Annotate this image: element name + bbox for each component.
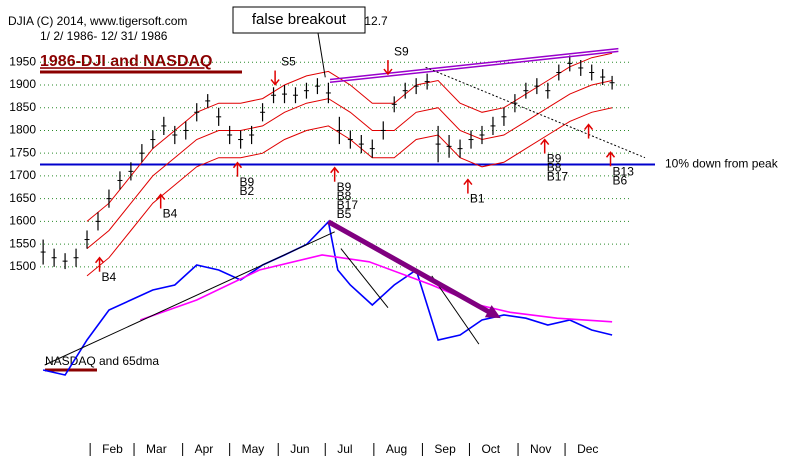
signal-label: B8 bbox=[337, 189, 352, 203]
y-tick-label: 1600 bbox=[9, 214, 36, 228]
x-tick-label: Mar bbox=[146, 442, 167, 456]
trendline bbox=[329, 50, 619, 84]
signal-label: B17 bbox=[547, 170, 569, 184]
signal-arrow-head bbox=[94, 256, 105, 264]
signal-label: B8 bbox=[547, 161, 562, 175]
series-line bbox=[140, 254, 613, 323]
series-line bbox=[42, 220, 613, 376]
x-tick-label: Nov bbox=[530, 442, 551, 456]
x-tick-label: Feb bbox=[102, 442, 123, 456]
signal-label: B5 bbox=[337, 207, 352, 221]
signal-arrow-head bbox=[156, 193, 166, 201]
y-tick-label: 1900 bbox=[9, 77, 36, 91]
signal-label: B9 bbox=[547, 152, 562, 166]
trendline bbox=[425, 66, 646, 159]
signal-label: B2 bbox=[239, 184, 254, 198]
x-tick-label: Apr bbox=[195, 442, 214, 456]
signal-label: B4 bbox=[102, 270, 117, 284]
x-tick-label: Dec bbox=[577, 442, 598, 456]
trendline bbox=[44, 231, 335, 366]
arrow-line bbox=[327, 219, 497, 318]
y-tick-label: 1550 bbox=[9, 236, 36, 250]
x-tick-label: Aug bbox=[386, 442, 407, 456]
series-line bbox=[86, 80, 613, 249]
arrow-head bbox=[484, 305, 501, 319]
signal-label: S9 bbox=[394, 44, 409, 58]
signal-label: B6 bbox=[613, 173, 628, 187]
y-tick-label: 1950 bbox=[9, 54, 36, 68]
header: DJIA (C) 2014, www.tigersoft.com bbox=[8, 14, 187, 28]
y-tick-label: 1500 bbox=[9, 259, 36, 273]
signal-label: B1 bbox=[470, 192, 485, 206]
trendline bbox=[329, 47, 619, 81]
y-tick-label: 1700 bbox=[9, 168, 36, 182]
nasdaq-label: NASDAQ and 65dma bbox=[45, 354, 159, 368]
signal-arrow-head bbox=[583, 123, 594, 131]
signal-arrow-head bbox=[270, 79, 280, 86]
reference-label: 10% down from peak bbox=[665, 157, 779, 171]
x-tick-label: Jul bbox=[337, 442, 352, 456]
y-tick-label: 1650 bbox=[9, 191, 36, 205]
x-tick-label: Jun bbox=[290, 442, 309, 456]
callout-pointer bbox=[317, 32, 326, 78]
signal-label: B17 bbox=[337, 198, 359, 212]
callout-box bbox=[232, 6, 366, 34]
trendline bbox=[340, 248, 389, 309]
trendline bbox=[431, 275, 480, 345]
y-tick-label: 1800 bbox=[9, 123, 36, 137]
signal-label: S5 bbox=[281, 55, 296, 69]
signal-arrow-head bbox=[383, 68, 393, 76]
signal-label: B13 bbox=[613, 164, 635, 178]
signal-label: B9 bbox=[239, 175, 254, 189]
x-tick-label: Oct bbox=[481, 442, 500, 456]
y-tick-label: 1750 bbox=[9, 145, 36, 159]
signal-label: B4 bbox=[163, 207, 178, 221]
x-tick-label: May bbox=[242, 442, 265, 456]
date-range: 1/ 2/ 1986- 12/ 31/ 1986 bbox=[40, 29, 168, 43]
chart-title: 1986-DJI and NASDAQ bbox=[40, 53, 213, 70]
signal-arrow-head bbox=[232, 161, 243, 169]
signal-arrow-head bbox=[330, 166, 340, 174]
x-tick-label: Sep bbox=[434, 442, 456, 456]
signal-label: B9 bbox=[337, 180, 352, 194]
signal-arrow-head bbox=[605, 151, 616, 158]
signal-arrow-head bbox=[463, 178, 473, 186]
callout-text: false breakout bbox=[252, 11, 347, 28]
signal-arrow-head bbox=[540, 138, 550, 146]
y-tick-label: 1850 bbox=[9, 100, 36, 114]
